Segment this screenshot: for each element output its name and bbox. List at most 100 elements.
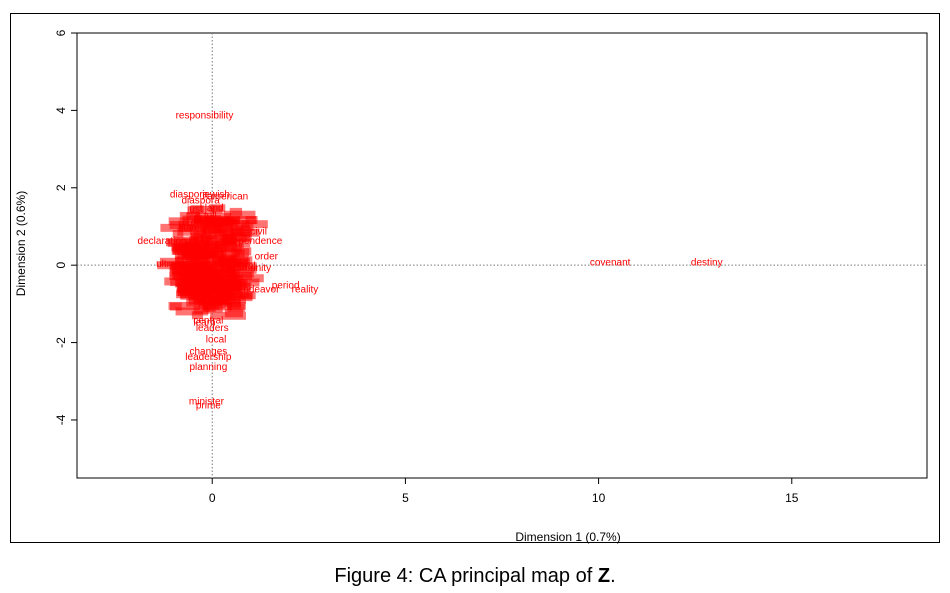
point-label: moral: [231, 261, 256, 272]
point-label: central: [193, 315, 223, 326]
cluster-mark: [229, 207, 243, 216]
cluster-mark: [205, 288, 229, 297]
point-label: destiny: [691, 257, 723, 268]
cluster-mark: [238, 293, 253, 302]
point-label: period: [272, 281, 300, 292]
cluster-mark: [208, 269, 240, 278]
cluster-mark: [171, 265, 189, 274]
cluster-mark: [226, 262, 242, 271]
point-label: leaders: [196, 323, 229, 334]
cluster-mark: [191, 311, 204, 320]
cluster-mark: [159, 257, 185, 266]
cluster-mark: [224, 309, 243, 318]
y-axis-title: Dimension 2 (0.6%): [14, 191, 28, 296]
cluster-mark: [223, 278, 260, 287]
cluster-mark: [199, 262, 218, 271]
point-label: civil: [250, 226, 267, 237]
cluster-mark: [231, 248, 250, 257]
caption-matrix-name: Z: [597, 565, 611, 587]
point-label: full: [204, 211, 217, 222]
point-label: order: [255, 252, 279, 263]
point-label: leadership: [185, 352, 232, 363]
cluster-mark: [225, 216, 258, 225]
point-label: people: [209, 217, 239, 228]
cluster-mark: [206, 304, 223, 313]
y-tick-label: 0: [54, 262, 68, 269]
x-axis-title: Dimension 1 (0.7%): [515, 530, 620, 544]
point-label: planning: [189, 362, 227, 373]
cluster-mark: [182, 252, 219, 261]
cluster-mark: [175, 256, 209, 265]
point-label: learn: [193, 317, 215, 328]
point-label: declaration: [138, 236, 187, 247]
point-label: changes: [189, 346, 227, 357]
label-cluster: [157, 204, 268, 320]
cluster-mark: [171, 243, 198, 252]
cluster-mark: [176, 287, 211, 296]
cluster-mark: [237, 265, 257, 274]
cluster-mark: [245, 216, 257, 225]
point-label: independence: [219, 236, 282, 247]
cluster-mark: [207, 244, 242, 253]
point-label: covenant: [590, 257, 631, 268]
x-tick-label: 10: [592, 491, 606, 505]
cluster-mark: [189, 243, 223, 252]
x-tick-label: 5: [402, 491, 409, 505]
cluster-mark: [160, 223, 192, 232]
caption-prefix: Figure 4: CA principal map of: [334, 565, 598, 587]
point-label: responsibility: [176, 110, 234, 121]
x-tick-label: 15: [785, 491, 799, 505]
point-label: jewish: [201, 190, 230, 201]
caption-suffix: .: [610, 565, 616, 587]
point-label: prime: [196, 400, 221, 411]
plot-area: [76, 32, 928, 479]
cluster-mark: [213, 228, 228, 237]
point-label: diaspora: [170, 190, 209, 201]
point-label: just: [186, 204, 203, 215]
cluster-mark: [186, 212, 201, 221]
point-label: endeavor: [238, 284, 280, 295]
cluster-mark: [192, 295, 224, 304]
cluster-mark: [178, 223, 207, 232]
cluster-mark: [189, 270, 200, 279]
point-label: reality: [292, 284, 319, 295]
cluster-mark: [173, 236, 200, 245]
cluster-mark: [170, 278, 195, 287]
point-label: ultra: [156, 259, 176, 270]
y-tick-label: 2: [54, 184, 68, 191]
cluster-mark: [241, 220, 268, 229]
cluster-mark: [175, 307, 209, 316]
figure-caption: Figure 4: CA principal map of Z.: [0, 565, 950, 588]
cluster-mark: [193, 215, 214, 224]
cluster-mark: [228, 301, 242, 310]
point-label: state: [178, 222, 200, 233]
cluster-mark: [188, 205, 215, 214]
point-label: israel: [183, 219, 207, 230]
cluster-mark: [212, 205, 223, 214]
cluster-mark: [229, 274, 264, 283]
point-label: american: [207, 192, 248, 203]
cluster-mark: [214, 292, 241, 301]
point-label: justice: [216, 277, 246, 288]
cluster-mark: [206, 235, 237, 244]
x-tick-label: 0: [209, 491, 216, 505]
point-label: ties: [228, 290, 244, 301]
point-label: diaspora: [181, 195, 220, 206]
y-tick-label: -2: [54, 337, 68, 348]
point-label: minister: [189, 397, 225, 408]
cluster-mark: [207, 224, 233, 233]
y-tick-label: 4: [54, 107, 68, 114]
cluster-mark: [204, 255, 236, 264]
point-label: hope: [195, 215, 218, 226]
point-label: land: [205, 203, 224, 214]
cluster-mark: [192, 277, 211, 286]
y-tick-label: -4: [54, 414, 68, 425]
cluster-mark: [226, 233, 252, 242]
cluster-mark: [234, 225, 251, 234]
point-label: community: [223, 263, 271, 274]
cluster-mark: [217, 277, 232, 286]
point-label: local: [206, 335, 227, 346]
cluster-mark: [168, 301, 200, 310]
y-tick-label: 6: [54, 29, 68, 36]
